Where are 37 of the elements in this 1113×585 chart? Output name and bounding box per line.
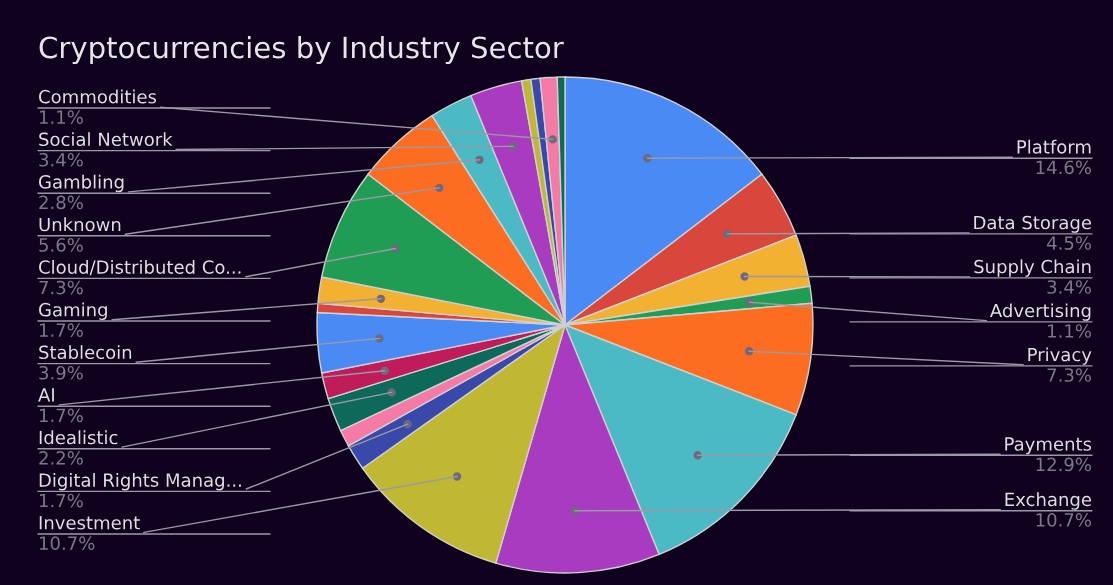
data-label: 1.1% (1048, 324, 1091, 338)
data-label: 5.6% (39, 238, 83, 252)
data-label: 2.2% (39, 451, 83, 465)
slice-label: Privacy (1028, 347, 1092, 365)
data-label: 3.9% (39, 365, 83, 380)
data-label: 1.1% (39, 110, 83, 124)
data-label: 7.3% (39, 280, 83, 295)
slice-label: Commodities (39, 89, 157, 104)
data-label: 1.7% (39, 408, 83, 423)
data-label: 2.8% (39, 195, 83, 210)
data-label: 4.5% (1047, 236, 1091, 250)
slice-label: Stablecoin (39, 345, 132, 360)
slice-label: Exchange (1005, 492, 1092, 510)
data-label: 1.7% (39, 323, 83, 337)
data-label: 14.6% (1036, 160, 1091, 175)
chart-title: Cryptocurrencies by Industry Sector (39, 35, 564, 65)
slice-label: Investment (39, 516, 140, 530)
slice-label: Cloud/Distributed Co... (39, 259, 241, 276)
slice-label: Gambling (39, 174, 124, 193)
slice-label: AI (38, 388, 54, 402)
data-label: 1.7% (39, 493, 83, 508)
slice-label: Gaming (39, 302, 107, 320)
slice-label: Advertising (990, 303, 1091, 321)
data-label: 3.4% (1047, 280, 1091, 294)
data-label: 10.7% (1036, 513, 1091, 527)
slice-label: Platform (1017, 139, 1091, 154)
slice-label: Idealistic (39, 430, 118, 445)
data-label: 3.4% (39, 152, 83, 167)
slice-label: Payments (1005, 437, 1092, 455)
slice-label: Data Storage (974, 215, 1092, 233)
slice-label: Digital Rights Manag... (39, 472, 241, 491)
data-label: 12.9% (1036, 457, 1091, 472)
data-label: 7.3% (1047, 368, 1091, 382)
slice-label: Unknown (39, 217, 121, 232)
slice-label: Supply Chain (974, 259, 1091, 277)
data-label: 10.7% (39, 536, 95, 550)
slice-label: Social Network (39, 132, 173, 147)
